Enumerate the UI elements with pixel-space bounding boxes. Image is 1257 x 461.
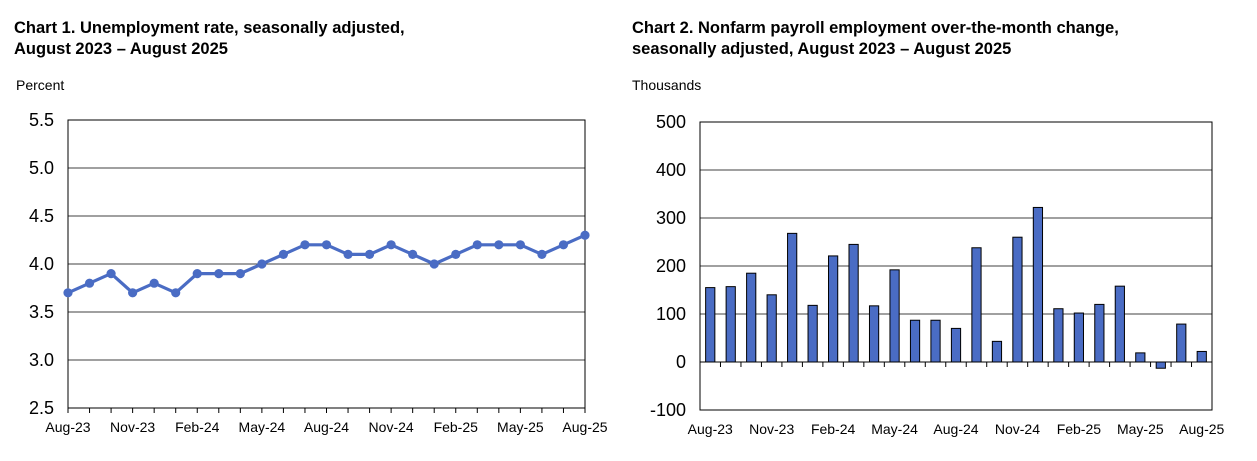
chart2-bar <box>1032 206 1044 363</box>
chart2-bar <box>787 232 798 363</box>
chart2-x-tick-label: Aug-23 <box>688 421 733 437</box>
chart2-bar <box>889 269 900 363</box>
chart1-y-tick-label: 5.0 <box>29 158 54 178</box>
chart2-bar <box>1094 303 1105 363</box>
chart2-bar <box>1135 352 1146 363</box>
chart1-data-point <box>558 240 569 250</box>
chart1-x-tick-label: May-24 <box>239 419 286 435</box>
chart1-data-point <box>192 269 202 279</box>
chart2-bar <box>705 287 716 363</box>
chart1-x-tick-label: Feb-25 <box>434 419 479 435</box>
chart2-bar <box>991 340 1003 363</box>
chart1-data-point <box>580 230 590 240</box>
chart2-y-tick-label: 100 <box>656 304 686 324</box>
unemployment-chart: Chart 1. Unemployment rate, seasonally a… <box>0 0 620 461</box>
chart2-bar <box>1155 361 1166 369</box>
chart2-bar <box>807 304 818 363</box>
chart1-y-tick-label: 5.5 <box>29 110 54 130</box>
chart2-bar <box>725 286 736 363</box>
chart2-bar <box>950 327 962 363</box>
chart2-bar <box>1073 312 1084 363</box>
chart1-data-point <box>84 278 95 288</box>
chart1-data-point <box>494 240 504 250</box>
chart1-data-point <box>515 240 525 250</box>
chart2-y-tick-label: 200 <box>656 256 686 276</box>
chart1-data-point <box>278 249 289 259</box>
chart1-plot: 2.5 3.0 3.5 4.0 4.5 5.0 5.5 Aug-23 Nov-23 Feb-24 M… <box>29 110 608 435</box>
chart1-data-point <box>429 259 439 269</box>
chart1-data-point <box>364 249 375 259</box>
chart2-x-tick-label: May-24 <box>871 421 918 437</box>
chart2-plot-frame <box>699 121 1213 411</box>
chart2-title-line1: Chart 2. Nonfarm payroll employment over… <box>632 19 1119 37</box>
chart1-y-tick-label: 3.0 <box>29 350 54 370</box>
chart1-data-point <box>300 240 310 250</box>
chart1-x-tick-label: Aug-25 <box>562 419 607 435</box>
chart2-bar <box>746 272 757 363</box>
chart2-bar <box>909 319 921 363</box>
chart1-data-point <box>537 249 547 259</box>
chart1-x-tick-label: Nov-24 <box>369 419 414 435</box>
payroll-chart: Chart 2. Nonfarm payroll employment over… <box>620 0 1257 461</box>
chart1-data-point <box>214 269 224 279</box>
chart1-data-point <box>235 269 245 279</box>
chart2-bar <box>868 305 880 363</box>
chart2-bar <box>766 294 777 363</box>
chart2-x-tick-label: Feb-25 <box>1057 421 1102 437</box>
chart1-title-line1: Chart 1. Unemployment rate, seasonally a… <box>14 19 405 37</box>
chart1-data-point <box>128 288 138 298</box>
chart2-y-tick-label: 0 <box>676 352 686 372</box>
chart1-x-tick-label: May-25 <box>497 419 544 435</box>
chart2-bar <box>1196 350 1207 363</box>
chart1-data-point <box>171 288 181 298</box>
chart2-x-tick-label: Feb-24 <box>811 421 856 437</box>
chart2-bar <box>971 247 982 363</box>
chart2-title-line2: seasonally adjusted, August 2023 – Augus… <box>632 40 1012 58</box>
chart1-data-point <box>257 259 267 269</box>
chart2-x-tick-label: Nov-24 <box>995 421 1040 437</box>
chart2-y-tick-label: 300 <box>656 208 686 228</box>
chart2-bar <box>1012 236 1023 363</box>
chart1-x-tick-label: Feb-24 <box>175 419 220 435</box>
chart2-x-tick-label: Nov-23 <box>749 421 794 437</box>
chart1-title: Chart 1. Unemployment rate, seasonally a… <box>14 18 405 60</box>
chart2-title: Chart 2. Nonfarm payroll employment over… <box>632 18 1119 60</box>
chart1-x-tick-label: Nov-23 <box>110 419 155 435</box>
chart1-data-point <box>386 240 396 250</box>
chart2-x-tick-label: Aug-24 <box>933 421 978 437</box>
chart2-bar <box>1176 323 1187 363</box>
chart2-bar <box>930 319 941 363</box>
chart1-x-tick-label: Aug-24 <box>304 419 349 435</box>
chart1-y-tick-label: 4.0 <box>29 254 54 274</box>
chart1-x-tick-label: Aug-23 <box>45 419 90 435</box>
chart1-data-point <box>472 240 482 250</box>
chart1-title-line2: August 2023 – August 2025 <box>14 40 228 58</box>
chart1-data-point <box>106 269 116 279</box>
chart2-y-axis-label: Thousands <box>632 77 702 93</box>
chart2-bar <box>1053 308 1064 363</box>
chart1-data-point <box>343 249 353 259</box>
chart1-data-point <box>63 288 73 298</box>
chart2-bar <box>848 243 859 363</box>
chart2-x-tick-label: Aug-25 <box>1179 421 1224 437</box>
chart2-plot: -100 0 100 200 300 400 500 Aug-23 Nov-23 Feb-24 Ma… <box>650 112 1225 437</box>
chart1-y-tick-label: 2.5 <box>29 398 54 418</box>
chart2-y-tick-label: 500 <box>656 112 686 132</box>
chart2-y-tick-label: 400 <box>656 160 686 180</box>
chart2-y-tick-label: -100 <box>650 400 686 420</box>
chart1-y-tick-label: 4.5 <box>29 206 54 226</box>
chart2-bar <box>1114 285 1125 363</box>
chart1-data-point <box>408 249 418 259</box>
chart1-data-point <box>149 278 159 288</box>
chart2-bar <box>828 255 839 363</box>
chart2-x-tick-label: May-25 <box>1117 421 1164 437</box>
chart1-y-tick-label: 3.5 <box>29 302 54 322</box>
chart1-y-axis-label: Percent <box>16 77 65 93</box>
chart1-data-point <box>451 249 461 259</box>
chart1-data-point <box>321 240 332 250</box>
